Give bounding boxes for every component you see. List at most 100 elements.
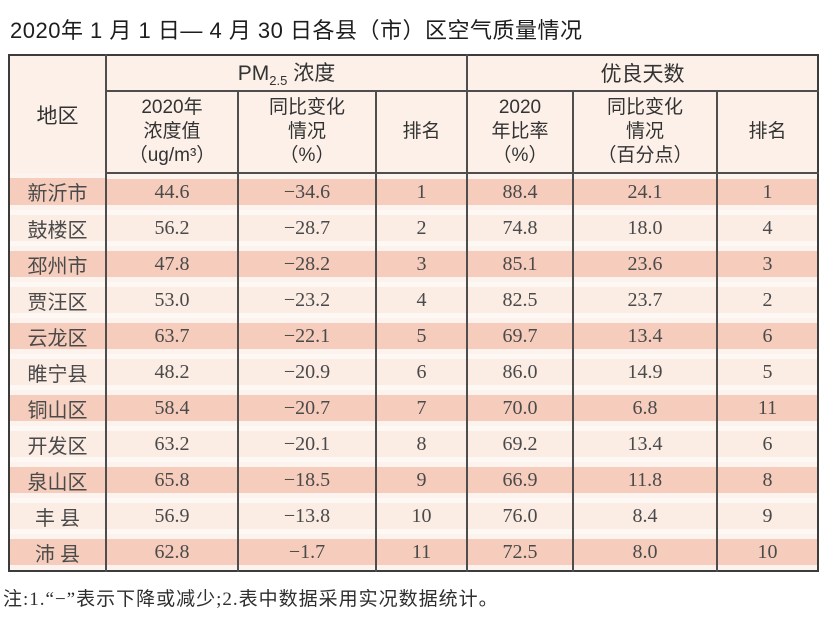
- cell-good-change: 18.0: [573, 210, 718, 246]
- cell-pm-value: 62.8: [106, 534, 239, 571]
- cell-pm-change: −20.9: [238, 354, 377, 390]
- table-row: 新沂市 44.6 −34.6 1 88.4 24.1 1: [9, 173, 819, 210]
- cell-pm-rank: 1: [376, 173, 468, 210]
- cell-good-rate: 69.7: [467, 318, 574, 354]
- col-group-good-days: 优良天数: [467, 55, 819, 92]
- table-row: 丰 县 56.9 −13.8 10 76.0 8.4 9: [9, 498, 819, 534]
- table-row: 睢宁县 48.2 −20.9 6 86.0 14.9 5: [9, 354, 819, 390]
- cell-good-rank: 3: [717, 246, 819, 282]
- cell-pm-rank: 2: [376, 210, 468, 246]
- cell-pm-value: 63.7: [106, 318, 239, 354]
- cell-pm-change: −34.6: [238, 173, 377, 210]
- cell-pm-rank: 8: [376, 426, 468, 462]
- cell-good-rate: 86.0: [467, 354, 574, 390]
- pm25-label-subscript: 2.5: [269, 73, 288, 89]
- cell-good-rate: 74.8: [467, 210, 574, 246]
- cell-good-change: 8.0: [573, 534, 718, 571]
- cell-region: 开发区: [9, 426, 107, 462]
- cell-good-change: 23.7: [573, 282, 718, 318]
- cell-good-rate: 72.5: [467, 534, 574, 571]
- header-group-row: 地区 PM2.5 浓度 优良天数: [9, 55, 819, 173]
- air-quality-table: 地区 PM2.5 浓度 优良天数 2020年 浓度值 （ug/m³） 同比变化 …: [8, 54, 820, 572]
- table-header: 地区 PM2.5 浓度 优良天数 2020年 浓度值 （ug/m³） 同比变化 …: [9, 55, 819, 174]
- cell-good-rank: 9: [717, 498, 819, 534]
- cell-pm-value: 56.2: [106, 210, 239, 246]
- table-row: 沛 县 62.8 −1.7 11 72.5 8.0 10: [9, 534, 819, 571]
- cell-pm-change: −1.7: [238, 534, 377, 571]
- cell-good-rank: 1: [717, 173, 819, 210]
- cell-good-change: 6.8: [573, 390, 718, 426]
- cell-region: 新沂市: [9, 173, 107, 210]
- cell-region: 贾汪区: [9, 282, 107, 318]
- cell-pm-rank: 11: [376, 534, 468, 571]
- cell-pm-value: 53.0: [106, 282, 239, 318]
- table-row: 云龙区 63.7 −22.1 5 69.7 13.4 6: [9, 318, 819, 354]
- cell-good-change: 13.4: [573, 426, 718, 462]
- cell-good-change: 24.1: [573, 173, 718, 210]
- cell-pm-value: 48.2: [106, 354, 239, 390]
- cell-region: 铜山区: [9, 390, 107, 426]
- cell-pm-value: 58.4: [106, 390, 239, 426]
- col-group-pm25: PM2.5 浓度: [106, 55, 468, 92]
- cell-good-rate: 88.4: [467, 173, 574, 210]
- table-row: 鼓楼区 56.2 −28.7 2 74.8 18.0 4: [9, 210, 819, 246]
- header-sub-row: 2020年 浓度值 （ug/m³） 同比变化 情况 （%） 排名 2020 年比…: [9, 91, 819, 174]
- footnote: 注:1.“−”表示下降或减少;2.表中数据采用实况数据统计。: [3, 589, 499, 610]
- cell-region: 沛 县: [9, 534, 107, 571]
- cell-pm-rank: 9: [376, 462, 468, 498]
- cell-pm-change: −28.2: [238, 246, 377, 282]
- cell-pm-change: −22.1: [238, 318, 377, 354]
- table-row: 邳州市 47.8 −28.2 3 85.1 23.6 3: [9, 246, 819, 282]
- cell-region: 泉山区: [9, 462, 107, 498]
- col-header-pm-change: 同比变化 情况 （%）: [238, 91, 377, 174]
- pm25-label-prefix: PM: [237, 62, 270, 86]
- pm25-label-suffix: 浓度: [287, 62, 336, 86]
- cell-good-rank: 5: [717, 354, 819, 390]
- cell-good-change: 13.4: [573, 318, 718, 354]
- cell-region: 丰 县: [9, 498, 107, 534]
- page-title: 2020年 1 月 1 日— 4 月 30 日各县（市）区空气质量情况: [10, 18, 583, 43]
- cell-region: 邳州市: [9, 246, 107, 282]
- cell-pm-rank: 3: [376, 246, 468, 282]
- col-header-good-change: 同比变化 情况 （百分点）: [573, 91, 718, 174]
- table-row: 开发区 63.2 −20.1 8 69.2 13.4 6: [9, 426, 819, 462]
- cell-good-rank: 11: [717, 390, 819, 426]
- cell-pm-change: −28.7: [238, 210, 377, 246]
- cell-good-change: 11.8: [573, 462, 718, 498]
- cell-pm-rank: 4: [376, 282, 468, 318]
- cell-good-rank: 8: [717, 462, 819, 498]
- cell-pm-rank: 5: [376, 318, 468, 354]
- cell-good-change: 8.4: [573, 498, 718, 534]
- cell-pm-change: −18.5: [238, 462, 377, 498]
- cell-good-rate: 70.0: [467, 390, 574, 426]
- cell-good-change: 23.6: [573, 246, 718, 282]
- cell-pm-rank: 6: [376, 354, 468, 390]
- cell-good-rate: 66.9: [467, 462, 574, 498]
- cell-good-rank: 4: [717, 210, 819, 246]
- cell-pm-value: 56.9: [106, 498, 239, 534]
- cell-good-rate: 76.0: [467, 498, 574, 534]
- col-header-pm-value: 2020年 浓度值 （ug/m³）: [106, 91, 239, 174]
- cell-good-rate: 69.2: [467, 426, 574, 462]
- cell-pm-rank: 7: [376, 390, 468, 426]
- cell-pm-change: −20.7: [238, 390, 377, 426]
- cell-good-rate: 85.1: [467, 246, 574, 282]
- cell-pm-value: 47.8: [106, 246, 239, 282]
- table-body: 新沂市 44.6 −34.6 1 88.4 24.1 1 鼓楼区 56.2 −2…: [9, 173, 819, 571]
- cell-pm-change: −13.8: [238, 498, 377, 534]
- cell-good-change: 14.9: [573, 354, 718, 390]
- cell-region: 鼓楼区: [9, 210, 107, 246]
- cell-good-rate: 82.5: [467, 282, 574, 318]
- cell-region: 睢宁县: [9, 354, 107, 390]
- cell-good-rank: 6: [717, 426, 819, 462]
- col-header-region: 地区: [9, 55, 107, 173]
- cell-pm-rank: 10: [376, 498, 468, 534]
- table-row: 贾汪区 53.0 −23.2 4 82.5 23.7 2: [9, 282, 819, 318]
- cell-good-rank: 10: [717, 534, 819, 571]
- col-header-good-rate: 2020 年比率 （%）: [467, 91, 574, 174]
- cell-good-rank: 2: [717, 282, 819, 318]
- table-row: 泉山区 65.8 −18.5 9 66.9 11.8 8: [9, 462, 819, 498]
- cell-pm-change: −23.2: [238, 282, 377, 318]
- col-header-pm-rank: 排名: [376, 91, 468, 174]
